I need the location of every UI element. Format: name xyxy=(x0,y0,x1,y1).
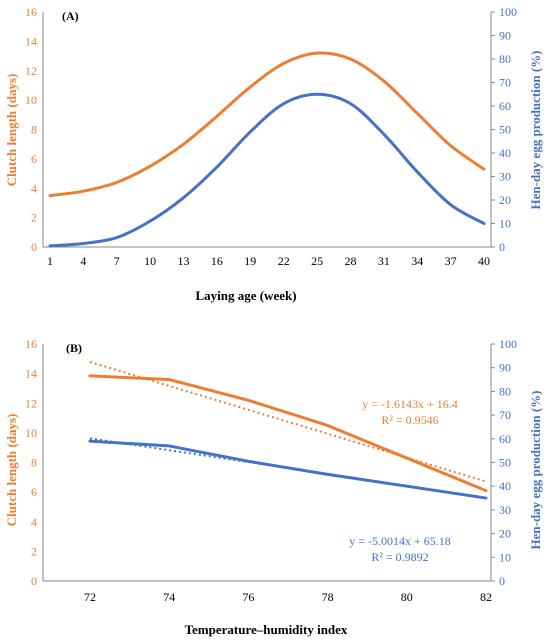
chart-b-left-axis: 0 2 4 6 8 10 12 14 16 xyxy=(25,337,44,588)
x-tick-label: 78 xyxy=(322,590,334,604)
chart-a-xlabel: Laying age (week) xyxy=(195,288,296,303)
x-tick-label: 82 xyxy=(480,590,492,604)
y-tick-label: 10 xyxy=(25,93,37,107)
y2-tick-label: 0 xyxy=(499,240,505,254)
y-tick-label: 2 xyxy=(31,544,37,558)
y-tick-label: 6 xyxy=(31,485,37,499)
chart-a-y2label: Hen-day egg production (%) xyxy=(528,50,543,209)
y2-tick-label: 30 xyxy=(499,503,511,517)
y-tick-label: 4 xyxy=(31,181,37,195)
trend-r2-orange: R² = 0.9546 xyxy=(381,413,438,427)
x-tick-label: 16 xyxy=(211,254,223,268)
y2-tick-label: 100 xyxy=(499,5,517,19)
y-tick-label: 2 xyxy=(31,211,37,225)
x-tick-label: 80 xyxy=(401,590,413,604)
x-tick-label: 13 xyxy=(178,254,190,268)
y2-tick-label: 90 xyxy=(499,361,511,375)
y-tick-label: 8 xyxy=(31,123,37,137)
y2-tick-label: 0 xyxy=(499,574,505,588)
y2-tick-label: 10 xyxy=(499,550,511,564)
x-tick-label: 72 xyxy=(84,590,96,604)
y2-tick-label: 90 xyxy=(499,29,511,43)
y2-tick-label: 60 xyxy=(499,432,511,446)
chart-a-left-axis: 0 2 4 6 8 10 12 14 16 xyxy=(25,5,44,254)
x-tick-label: 25 xyxy=(311,254,323,268)
y-tick-label: 16 xyxy=(25,337,37,351)
series-line-orange xyxy=(48,51,486,198)
y2-tick-label: 10 xyxy=(499,217,511,231)
panel-label-b: (B) xyxy=(66,341,82,355)
chart-a-ylabel: Clutch length (days) xyxy=(4,74,19,187)
x-tick-label: 4 xyxy=(80,254,86,268)
trendline-blue xyxy=(89,437,487,499)
y-tick-label: 16 xyxy=(25,5,37,19)
y2-tick-label: 30 xyxy=(499,170,511,184)
x-tick-label: 37 xyxy=(445,254,457,268)
y2-tick-label: 70 xyxy=(499,408,511,422)
x-tick-label: 7 xyxy=(114,254,120,268)
chart-a-series xyxy=(48,51,486,248)
chart-b-ylabel: Clutch length (days) xyxy=(4,414,19,527)
x-tick-label: 19 xyxy=(244,254,256,268)
x-tick-label: 31 xyxy=(378,254,390,268)
y-tick-label: 0 xyxy=(31,240,37,254)
y-tick-label: 4 xyxy=(31,515,37,529)
series-line-orange xyxy=(88,374,488,493)
chart-a-right-axis: 0 10 20 30 40 50 60 70 80 90 100 xyxy=(490,5,517,254)
y2-tick-label: 40 xyxy=(499,146,511,160)
y-tick-label: 14 xyxy=(25,34,37,48)
chart-b-y2label: Hen-day egg production (%) xyxy=(528,390,543,549)
y2-tick-label: 80 xyxy=(499,52,511,66)
chart-a-x-axis: 1 4 7 10 13 16 19 22 25 28 31 34 37 40 xyxy=(43,246,491,268)
chart-b-xlabel: Temperature–humidity index xyxy=(185,622,348,637)
y-tick-label: 6 xyxy=(31,152,37,166)
trend-r2-blue: R² = 0.9892 xyxy=(371,550,428,564)
chart-b-x-axis: 72 74 76 78 80 82 xyxy=(43,580,492,604)
y-tick-label: 10 xyxy=(25,426,37,440)
x-tick-label: 1 xyxy=(47,254,53,268)
y-tick-label: 12 xyxy=(25,396,37,410)
y2-tick-label: 50 xyxy=(499,123,511,137)
x-tick-label: 76 xyxy=(242,590,254,604)
x-tick-label: 28 xyxy=(344,254,356,268)
y-tick-label: 0 xyxy=(31,574,37,588)
panel-label-a: (A) xyxy=(62,9,79,23)
y2-tick-label: 60 xyxy=(499,99,511,113)
y2-tick-label: 80 xyxy=(499,384,511,398)
y2-tick-label: 20 xyxy=(499,193,511,207)
trendline-orange xyxy=(89,361,487,483)
y2-tick-label: 100 xyxy=(499,337,517,351)
chart-b: (B) 0 2 4 6 8 10 12 14 16 0 10 20 30 40 50 60 70 80 90 100… xyxy=(4,337,543,637)
y2-tick-label: 40 xyxy=(499,479,511,493)
y-tick-label: 14 xyxy=(25,367,37,381)
y-tick-label: 8 xyxy=(31,456,37,470)
x-tick-label: 40 xyxy=(478,254,490,268)
y2-tick-label: 70 xyxy=(499,76,511,90)
x-tick-label: 34 xyxy=(411,254,423,268)
y2-tick-label: 50 xyxy=(499,456,511,470)
trend-equation-orange: y = -1.6143x + 16.4 xyxy=(362,397,458,411)
x-tick-label: 10 xyxy=(144,254,156,268)
y2-tick-label: 20 xyxy=(499,527,511,541)
series-line-blue xyxy=(48,92,486,248)
chart-b-right-axis: 0 10 20 30 40 50 60 70 80 90 100 xyxy=(490,337,517,588)
y-tick-label: 12 xyxy=(25,64,37,78)
chart-b-series xyxy=(88,361,488,500)
x-tick-label: 22 xyxy=(278,254,290,268)
x-tick-label: 74 xyxy=(163,590,175,604)
trend-equation-blue: y = -5.0014x + 65.18 xyxy=(349,534,451,548)
